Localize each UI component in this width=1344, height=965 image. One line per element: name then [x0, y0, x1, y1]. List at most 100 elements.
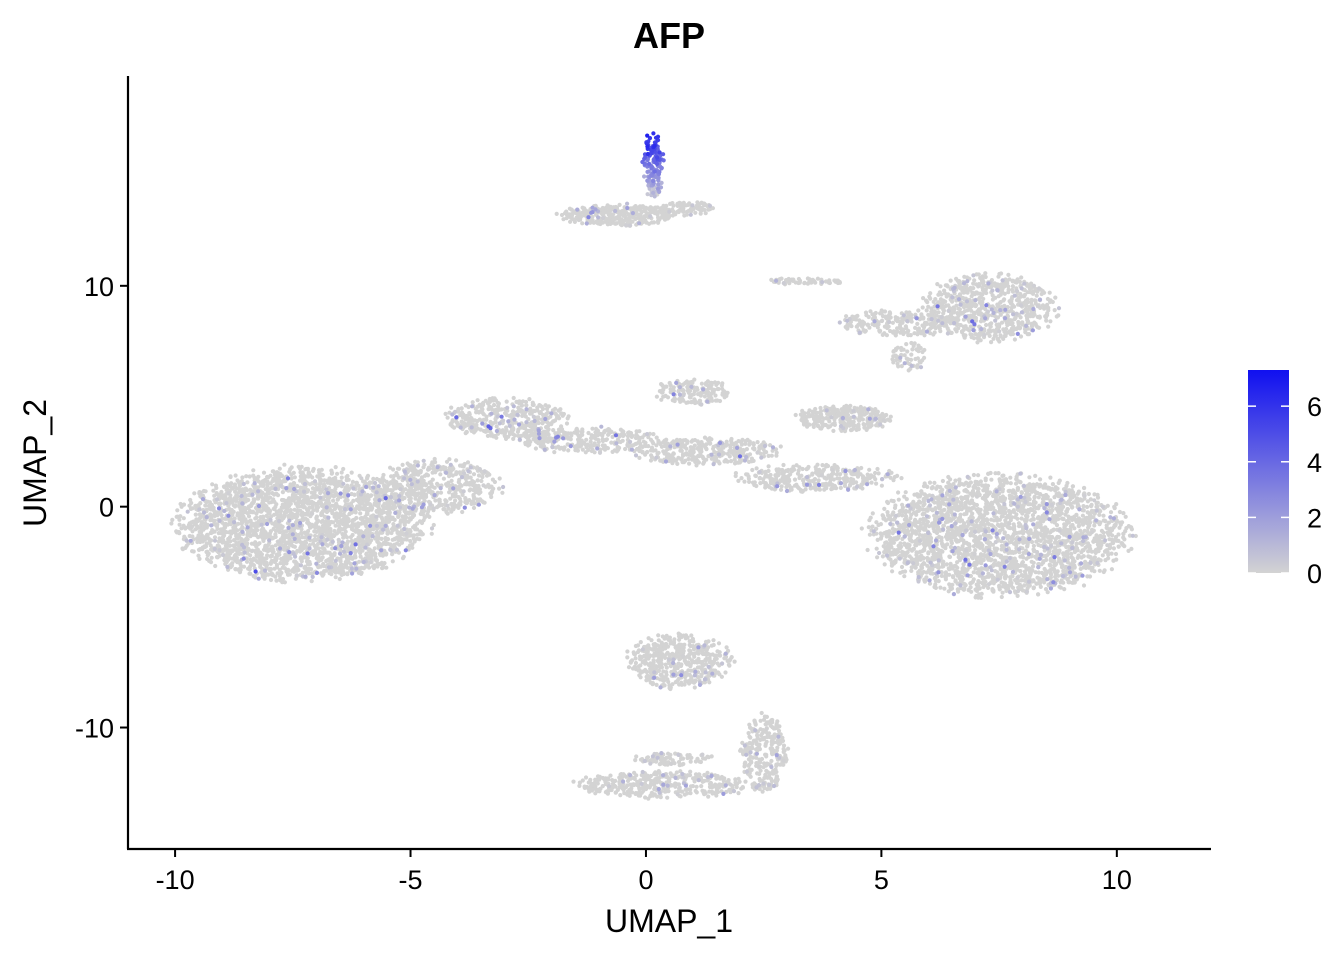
data-point	[424, 495, 428, 499]
data-point	[208, 500, 212, 504]
data-point	[785, 483, 789, 487]
data-point	[266, 496, 270, 500]
data-point	[692, 378, 696, 382]
data-point	[170, 518, 174, 522]
data-point	[287, 470, 291, 474]
data-point	[829, 478, 833, 482]
data-point	[455, 421, 459, 425]
data-point	[194, 523, 198, 527]
data-point	[280, 480, 284, 484]
data-point	[244, 537, 248, 541]
data-point	[198, 501, 202, 505]
data-point	[731, 442, 735, 446]
data-point	[817, 478, 821, 482]
data-point	[684, 438, 688, 442]
data-point	[317, 471, 321, 475]
data-point	[404, 515, 408, 519]
data-point	[645, 450, 649, 454]
data-point	[388, 542, 392, 546]
data-point	[174, 529, 178, 533]
data-point	[565, 421, 569, 425]
data-point	[227, 507, 231, 511]
data-point	[479, 428, 483, 432]
data-point	[249, 558, 253, 562]
data-point	[835, 476, 839, 480]
data-point	[329, 469, 333, 473]
data-point	[249, 504, 253, 508]
data-point	[660, 383, 664, 387]
data-point	[244, 474, 248, 478]
data-point	[530, 432, 534, 436]
data-point	[493, 434, 497, 438]
data-point	[373, 546, 377, 550]
data-point	[774, 454, 778, 458]
data-point	[237, 514, 241, 518]
data-point	[655, 452, 659, 456]
data-point	[352, 546, 356, 550]
data-point	[405, 519, 409, 523]
data-point	[276, 493, 280, 497]
data-point	[464, 414, 468, 418]
data-point	[605, 437, 609, 441]
data-point	[247, 533, 251, 537]
data-point	[500, 430, 504, 434]
data-point	[221, 549, 225, 553]
data-point	[286, 540, 290, 544]
data-point	[269, 555, 273, 559]
data-point	[721, 391, 725, 395]
data-point	[830, 473, 834, 477]
data-point	[461, 421, 465, 425]
data-point	[781, 463, 785, 467]
data-point	[315, 530, 319, 534]
data-point	[725, 443, 729, 447]
data-point	[302, 512, 306, 516]
data-point	[290, 465, 294, 469]
data-point	[372, 566, 376, 570]
data-point	[201, 526, 205, 530]
data-point	[768, 477, 772, 481]
data-point	[516, 430, 520, 434]
data-point	[386, 484, 390, 488]
data-point	[826, 483, 830, 487]
data-point	[198, 538, 202, 542]
data-point	[664, 438, 668, 442]
data-point	[352, 518, 356, 522]
data-point	[286, 558, 290, 562]
data-point	[350, 471, 354, 475]
data-point	[220, 513, 224, 517]
data-point	[198, 512, 202, 516]
data-point	[552, 450, 556, 454]
data-point	[257, 541, 261, 545]
data-point	[408, 529, 412, 533]
data-point	[464, 403, 468, 407]
data-point	[339, 527, 343, 531]
data-point	[209, 560, 213, 564]
data-point	[301, 541, 305, 545]
data-point	[734, 471, 738, 475]
data-point	[524, 403, 528, 407]
data-point	[861, 474, 865, 478]
data-point	[401, 556, 405, 560]
data-point	[807, 479, 811, 483]
data-point	[236, 543, 240, 547]
data-point	[197, 557, 201, 561]
data-point	[300, 559, 304, 563]
data-point	[415, 493, 419, 497]
data-point	[528, 424, 532, 428]
data-point	[303, 517, 307, 521]
data-point	[690, 440, 694, 444]
data-point	[235, 478, 239, 482]
data-point	[312, 492, 316, 496]
data-point	[279, 571, 283, 575]
data-point	[728, 454, 732, 458]
data-point	[339, 567, 343, 571]
data-point	[322, 549, 326, 553]
data-point	[439, 491, 443, 495]
data-point	[989, 478, 993, 482]
data-point	[349, 562, 353, 566]
data-point	[264, 487, 268, 491]
data-point	[722, 451, 726, 455]
data-point	[431, 467, 435, 471]
data-point	[763, 485, 767, 489]
